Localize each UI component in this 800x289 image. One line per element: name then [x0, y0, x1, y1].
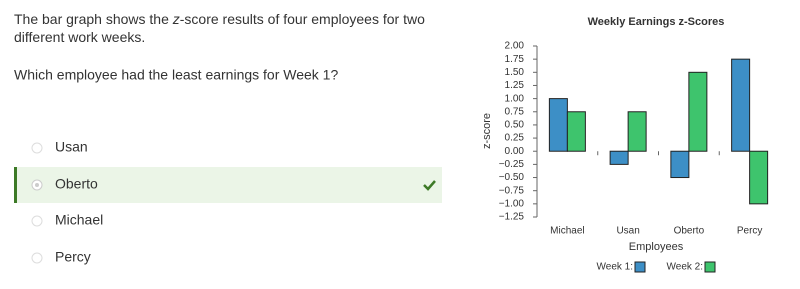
bar [609, 150, 629, 165]
selected-row [14, 167, 442, 203]
y-tick-label: 2.00 [505, 41, 525, 52]
x-tick-label: Oberto [674, 226, 705, 237]
question-text: The bar graph shows the z-score results … [14, 11, 425, 27]
bar [548, 98, 568, 152]
bar [688, 71, 708, 152]
y-tick-label: 1.50 [505, 67, 525, 78]
legend-label: Week 1: [597, 262, 634, 273]
bar [731, 58, 751, 152]
bar [670, 150, 690, 179]
selected-marker [14, 167, 17, 203]
radio[interactable] [31, 215, 43, 227]
question-text: different work weeks. [14, 29, 145, 45]
option[interactable]: Percy [31, 249, 91, 265]
bar [566, 111, 586, 152]
y-tick-label: −0.75 [499, 185, 525, 196]
chart: Weekly Earnings z-Scores Employees z-sco… [481, 16, 769, 273]
y-tick-label: −1.00 [499, 198, 525, 209]
x-tick-label: Percy [737, 226, 763, 237]
y-tick-label: 0.50 [505, 120, 525, 131]
option-label[interactable]: Michael [55, 212, 103, 228]
option[interactable]: Oberto [31, 176, 436, 192]
radio[interactable] [31, 252, 43, 264]
y-tick-label: 1.75 [505, 54, 525, 65]
option-label[interactable]: Usan [55, 139, 88, 155]
option-label[interactable]: Percy [55, 249, 91, 265]
bar [627, 111, 647, 152]
legend-label: Week 2: [667, 262, 704, 273]
option[interactable]: Michael [31, 212, 103, 228]
y-tick-label: 0.00 [505, 146, 525, 157]
chart-title: Weekly Earnings z-Scores [588, 16, 725, 28]
question-prompt: Which employee had the least earnings fo… [14, 67, 338, 83]
bar [749, 150, 769, 205]
legend-swatch [634, 261, 646, 273]
y-tick-label: 1.00 [505, 93, 525, 104]
radio-dot [35, 183, 39, 187]
option[interactable]: Usan [31, 139, 88, 155]
y-axis-label: z-score [481, 113, 493, 149]
y-tick-label: 0.25 [505, 133, 525, 144]
option-label[interactable]: Oberto [55, 176, 98, 192]
y-tick-label: −0.25 [499, 159, 525, 170]
x-axis-label: Employees [629, 241, 684, 253]
legend-swatch [704, 261, 716, 273]
y-tick-label: −1.25 [499, 212, 525, 223]
check-icon [423, 180, 436, 191]
y-tick-label: 1.25 [505, 80, 525, 91]
y-tick-label: −0.50 [499, 172, 525, 183]
x-tick-label: Usan [616, 226, 639, 237]
y-tick-label: 0.75 [505, 106, 525, 117]
radio[interactable] [31, 142, 43, 154]
x-tick-label: Michael [550, 226, 584, 237]
